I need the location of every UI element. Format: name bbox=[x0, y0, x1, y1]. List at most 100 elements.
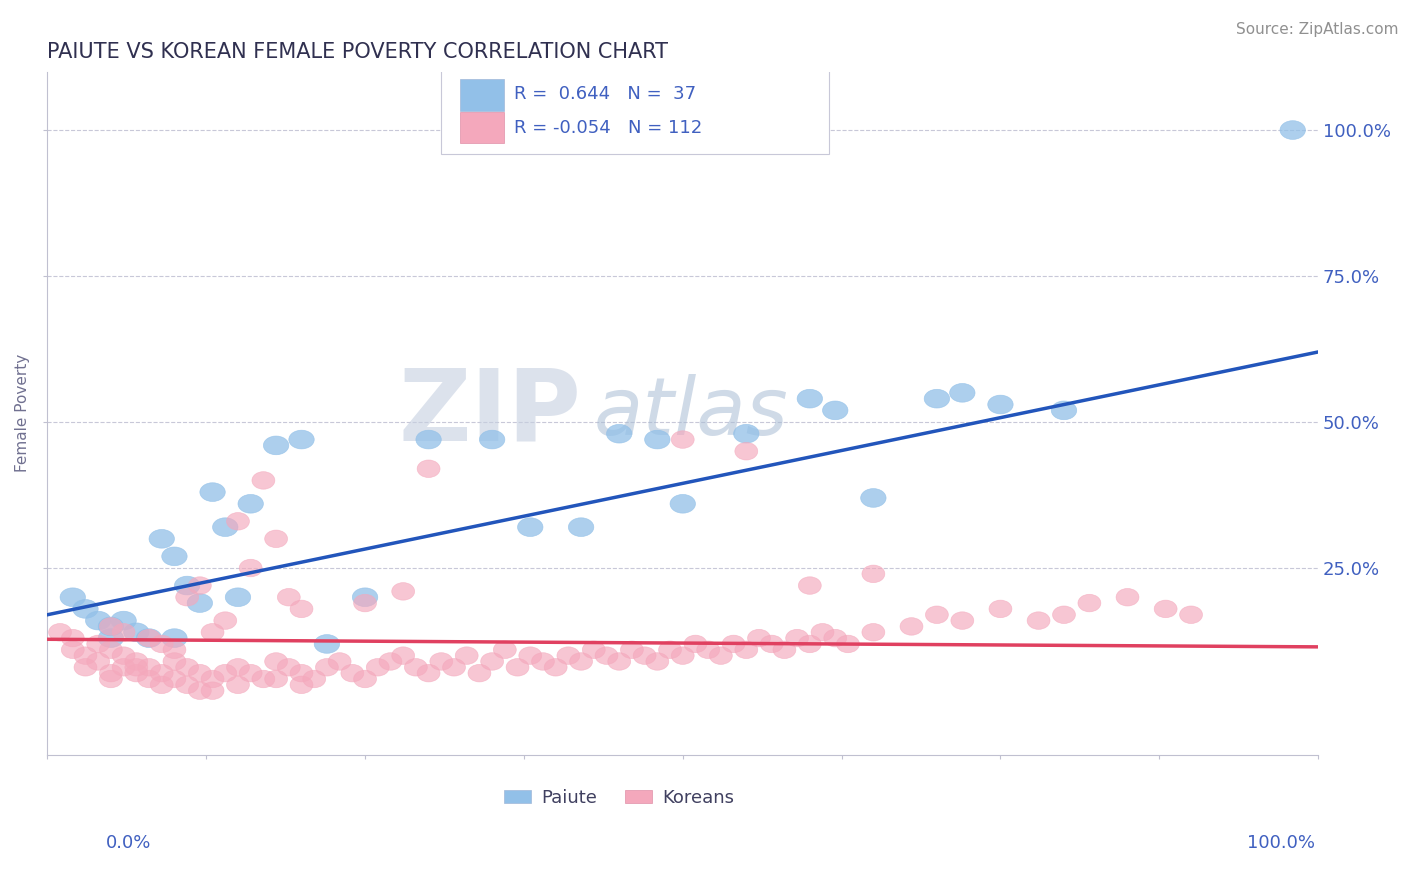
Ellipse shape bbox=[671, 431, 695, 449]
Ellipse shape bbox=[644, 430, 671, 449]
Ellipse shape bbox=[481, 653, 503, 670]
Ellipse shape bbox=[214, 665, 236, 681]
Ellipse shape bbox=[607, 653, 631, 670]
Text: PAIUTE VS KOREAN FEMALE POVERTY CORRELATION CHART: PAIUTE VS KOREAN FEMALE POVERTY CORRELAT… bbox=[48, 42, 668, 62]
Ellipse shape bbox=[606, 425, 631, 443]
Ellipse shape bbox=[112, 624, 135, 641]
Ellipse shape bbox=[149, 530, 174, 549]
Ellipse shape bbox=[697, 641, 720, 658]
Ellipse shape bbox=[150, 665, 173, 681]
Ellipse shape bbox=[418, 460, 440, 477]
Ellipse shape bbox=[226, 676, 249, 694]
Ellipse shape bbox=[456, 647, 478, 665]
Ellipse shape bbox=[100, 617, 122, 635]
Ellipse shape bbox=[252, 472, 274, 489]
Text: Source: ZipAtlas.com: Source: ZipAtlas.com bbox=[1236, 22, 1399, 37]
Ellipse shape bbox=[290, 676, 314, 694]
Ellipse shape bbox=[735, 641, 758, 658]
Ellipse shape bbox=[416, 430, 441, 449]
Ellipse shape bbox=[823, 401, 848, 420]
Ellipse shape bbox=[392, 582, 415, 600]
Ellipse shape bbox=[187, 594, 212, 613]
Ellipse shape bbox=[671, 647, 695, 665]
Ellipse shape bbox=[163, 653, 186, 670]
Ellipse shape bbox=[799, 635, 821, 653]
Ellipse shape bbox=[557, 647, 579, 665]
FancyBboxPatch shape bbox=[441, 68, 830, 153]
Ellipse shape bbox=[176, 658, 198, 676]
Ellipse shape bbox=[87, 653, 110, 670]
Ellipse shape bbox=[353, 588, 378, 607]
Ellipse shape bbox=[685, 635, 707, 653]
Text: R =  0.644   N =  37: R = 0.644 N = 37 bbox=[513, 86, 696, 103]
Ellipse shape bbox=[176, 676, 198, 694]
Ellipse shape bbox=[860, 489, 886, 508]
Ellipse shape bbox=[112, 658, 135, 676]
Text: 100.0%: 100.0% bbox=[1247, 834, 1315, 852]
Ellipse shape bbox=[925, 606, 948, 624]
Ellipse shape bbox=[392, 647, 415, 665]
Ellipse shape bbox=[735, 442, 758, 460]
Ellipse shape bbox=[430, 653, 453, 670]
Ellipse shape bbox=[264, 653, 288, 670]
Ellipse shape bbox=[163, 670, 186, 688]
Ellipse shape bbox=[75, 658, 97, 676]
Ellipse shape bbox=[354, 670, 377, 688]
Ellipse shape bbox=[710, 647, 733, 665]
Ellipse shape bbox=[949, 384, 974, 402]
Text: atlas: atlas bbox=[593, 375, 789, 452]
Ellipse shape bbox=[150, 676, 173, 694]
Ellipse shape bbox=[761, 635, 783, 653]
Ellipse shape bbox=[136, 629, 162, 648]
Ellipse shape bbox=[517, 518, 543, 536]
Ellipse shape bbox=[1180, 606, 1202, 624]
Ellipse shape bbox=[100, 641, 122, 658]
Ellipse shape bbox=[595, 647, 619, 665]
Ellipse shape bbox=[544, 658, 567, 676]
Ellipse shape bbox=[468, 665, 491, 681]
Ellipse shape bbox=[862, 624, 884, 641]
Ellipse shape bbox=[924, 389, 949, 408]
Ellipse shape bbox=[1078, 594, 1101, 612]
Ellipse shape bbox=[988, 395, 1014, 414]
Ellipse shape bbox=[200, 483, 225, 501]
Ellipse shape bbox=[100, 665, 122, 681]
Ellipse shape bbox=[354, 594, 377, 612]
Ellipse shape bbox=[380, 653, 402, 670]
Ellipse shape bbox=[506, 658, 529, 676]
Y-axis label: Female Poverty: Female Poverty bbox=[15, 354, 30, 473]
Ellipse shape bbox=[582, 641, 605, 658]
Ellipse shape bbox=[799, 577, 821, 594]
Ellipse shape bbox=[225, 588, 250, 607]
Ellipse shape bbox=[62, 641, 84, 658]
Ellipse shape bbox=[340, 665, 364, 681]
Ellipse shape bbox=[568, 518, 593, 536]
Ellipse shape bbox=[112, 647, 135, 665]
Ellipse shape bbox=[87, 635, 110, 653]
Ellipse shape bbox=[75, 647, 97, 665]
Ellipse shape bbox=[60, 588, 86, 607]
Ellipse shape bbox=[645, 653, 669, 670]
Ellipse shape bbox=[238, 494, 263, 513]
Ellipse shape bbox=[201, 670, 224, 688]
Ellipse shape bbox=[226, 658, 249, 676]
Ellipse shape bbox=[773, 641, 796, 658]
Ellipse shape bbox=[314, 634, 340, 653]
Ellipse shape bbox=[73, 599, 98, 618]
Ellipse shape bbox=[125, 653, 148, 670]
Ellipse shape bbox=[277, 589, 301, 606]
Ellipse shape bbox=[1154, 600, 1177, 617]
Ellipse shape bbox=[443, 658, 465, 676]
Ellipse shape bbox=[98, 629, 124, 648]
Ellipse shape bbox=[367, 658, 389, 676]
Ellipse shape bbox=[150, 635, 173, 653]
Ellipse shape bbox=[531, 653, 554, 670]
Ellipse shape bbox=[1116, 589, 1139, 606]
Ellipse shape bbox=[786, 630, 808, 647]
Ellipse shape bbox=[288, 430, 314, 449]
Ellipse shape bbox=[302, 670, 326, 688]
Ellipse shape bbox=[837, 635, 859, 653]
Ellipse shape bbox=[671, 494, 696, 513]
Ellipse shape bbox=[950, 612, 974, 630]
Ellipse shape bbox=[519, 647, 541, 665]
